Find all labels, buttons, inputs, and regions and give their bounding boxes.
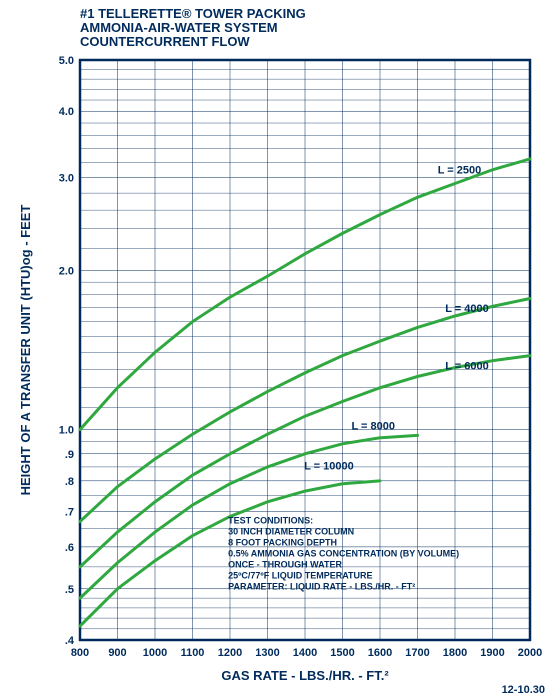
x-tick-label: 1200 [218,647,242,659]
series-label: L = 4000 [445,303,489,315]
y-tick-label: 1.0 [59,425,74,437]
x-tick-label: 1700 [405,647,429,659]
y-tick-label: .5 [65,584,74,596]
y-tick-label: 4.0 [59,106,74,118]
htu-chart: #1 TELLERETTE® TOWER PACKINGAMMONIA-AIR-… [0,0,555,699]
x-tick-label: 1400 [293,647,317,659]
x-tick-label: 1500 [330,647,354,659]
x-tick-label: 800 [71,647,89,659]
y-tick-label: 2.0 [59,265,74,277]
y-tick-label: .4 [65,635,75,647]
y-axis-label: HEIGHT OF A TRANSFER UNIT (HTU)og - FEET [18,205,33,496]
test-conditions-line: PARAMETER: LIQUID RATE - LBS./HR. - FT² [228,581,415,591]
test-conditions-line: 30 INCH DIAMETER COLUMN [228,526,354,536]
test-conditions-line: ONCE - THROUGH WATER [228,559,342,569]
x-tick-label: 1300 [255,647,279,659]
chart-title-line: COUNTERCURRENT FLOW [80,34,250,49]
x-tick-label: 1100 [181,647,205,659]
x-tick-label: 900 [108,647,126,659]
test-conditions-line: 25ºC/77ºF LIQUID TEMPERATURE [228,570,372,580]
x-tick-label: 1000 [143,647,167,659]
y-tick-label: .6 [65,542,74,554]
x-axis-label: GAS RATE - LBS./HR. - FT.² [221,668,389,683]
chart-title-line: AMMONIA-AIR-WATER SYSTEM [80,20,278,35]
series-label: L = 6000 [445,360,489,372]
x-tick-label: 1600 [368,647,392,659]
y-tick-label: 5.0 [59,55,74,67]
y-tick-label: .7 [65,506,74,518]
series-label: L = 8000 [351,421,395,433]
test-conditions-header: TEST CONDITIONS: [228,515,313,525]
x-tick-label: 1900 [480,647,504,659]
y-tick-label: 3.0 [59,172,74,184]
test-conditions-line: 0.5% AMMONIA GAS CONCENTRATION (BY VOLUM… [228,548,459,558]
test-conditions-line: 8 FOOT PACKING DEPTH [228,537,337,547]
series-label: L = 2500 [438,165,482,177]
figure-number: 12-10.30 [502,684,545,696]
y-tick-label: .9 [65,449,74,461]
y-tick-label: .8 [65,476,74,488]
chart-title-line: #1 TELLERETTE® TOWER PACKING [80,6,306,21]
x-tick-label: 2000 [518,647,542,659]
x-tick-label: 1800 [443,647,467,659]
series-label: L = 10000 [304,461,354,473]
